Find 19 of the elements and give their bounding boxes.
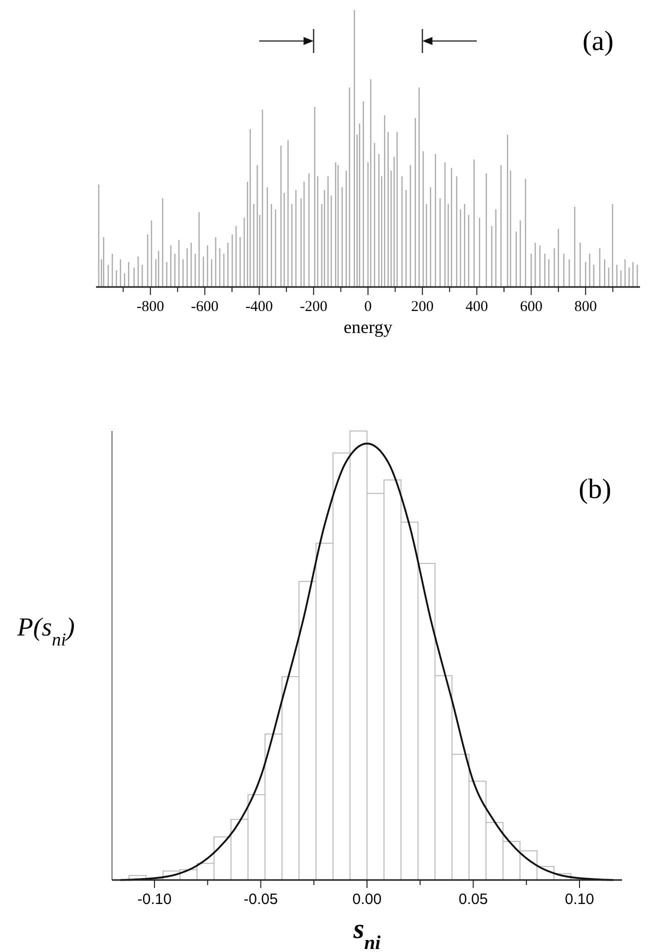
x-tick-label: 800 xyxy=(574,299,597,315)
x-tick-label: -200 xyxy=(300,299,328,315)
x-tick-label: -800 xyxy=(136,299,164,315)
x-tick-label: -600 xyxy=(191,299,219,315)
annotation: (a) xyxy=(582,26,614,57)
x-tick-label: 600 xyxy=(520,299,542,315)
x-tick-label: 0.10 xyxy=(564,891,594,908)
annotation: (b) xyxy=(578,474,612,505)
x-tick-label: 0.00 xyxy=(352,891,382,908)
x-tick-label: 200 xyxy=(411,299,434,315)
x-tick-label: -400 xyxy=(245,299,273,315)
x-axis-title: energy xyxy=(344,317,392,337)
y-axis-title: P(s$_{ni}$) xyxy=(16,612,75,650)
x-axis-title: s$_{ni}$ xyxy=(352,914,382,952)
x-tick-label: 0.05 xyxy=(458,891,488,908)
x-tick-label: 400 xyxy=(466,299,488,315)
x-tick-label: 0 xyxy=(364,299,372,315)
x-tick-label: -0.05 xyxy=(244,891,278,908)
x-tick-label: -0.10 xyxy=(137,891,172,908)
